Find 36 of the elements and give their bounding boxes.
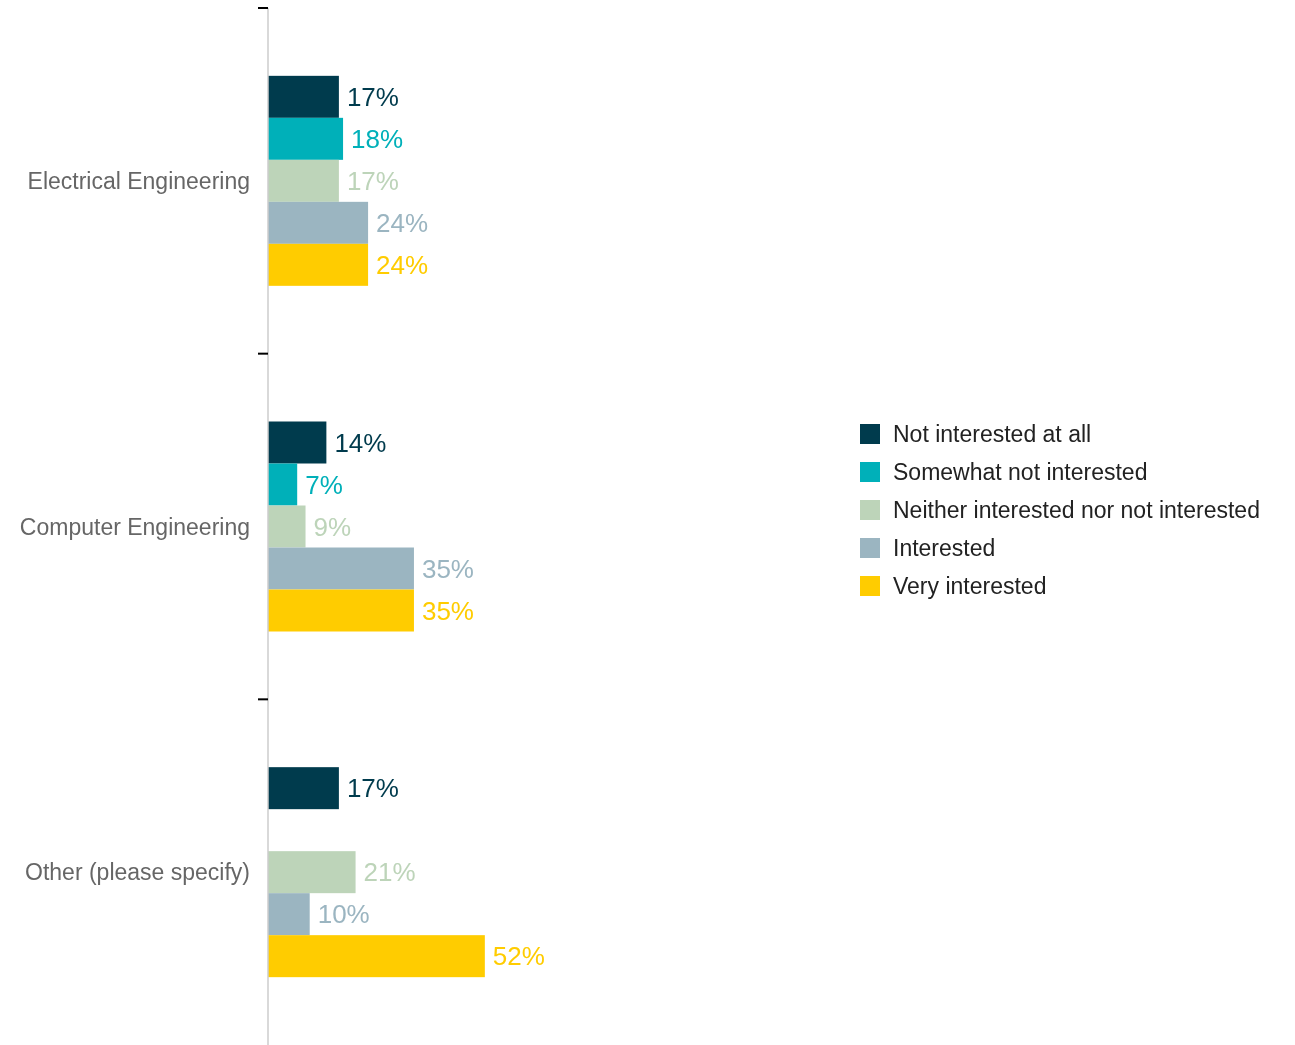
data-label: 14% <box>334 427 387 458</box>
data-label: 17% <box>346 165 399 196</box>
data-label: 21% <box>363 857 416 888</box>
data-label: 9% <box>313 511 352 542</box>
data-label: 52% <box>492 941 545 972</box>
bar <box>268 893 310 936</box>
data-label: 7% <box>305 469 343 500</box>
legend-label: Interested <box>893 535 996 562</box>
data-label: 10% <box>317 899 370 930</box>
bar <box>268 243 369 286</box>
y-tick-label: Electrical Engineering <box>27 167 250 194</box>
data-label: 35% <box>421 595 474 626</box>
legend-label: Neither interested nor not interested <box>893 497 1260 524</box>
bar <box>268 421 327 464</box>
data-label: 18% <box>351 123 404 154</box>
data-label: 24% <box>376 207 429 238</box>
bar <box>268 75 339 118</box>
data-label: 35% <box>421 553 474 584</box>
bar <box>268 851 356 894</box>
legend-label: Somewhat not interested <box>893 459 1148 486</box>
bar <box>268 463 298 506</box>
y-tick-label: Other (please specify) <box>25 859 250 886</box>
bar <box>268 547 414 590</box>
data-label: 17% <box>346 81 399 112</box>
bar <box>268 117 344 160</box>
legend-label: Not interested at all <box>893 421 1092 448</box>
bar <box>268 589 414 632</box>
bar <box>268 935 485 978</box>
bar <box>268 767 339 810</box>
bar <box>268 505 306 548</box>
bar <box>268 201 369 244</box>
bar <box>268 159 339 202</box>
data-label: 17% <box>346 773 399 804</box>
y-tick-label: Computer Engineering <box>19 513 250 540</box>
legend-label: Very interested <box>893 573 1047 600</box>
data-label: 24% <box>376 249 429 280</box>
